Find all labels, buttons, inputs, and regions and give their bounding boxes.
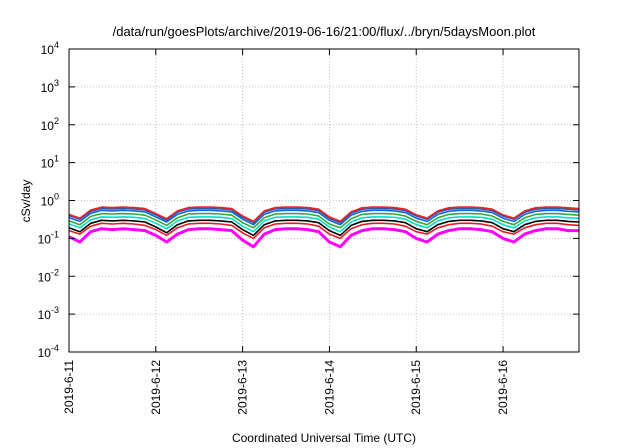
series-line-6 (68, 209, 580, 226)
x-tick-label: 2019-6-14 (322, 360, 336, 415)
x-tick-label: 2019-6-12 (149, 360, 163, 415)
x-tick-label: 2019-6-15 (409, 360, 423, 415)
y-tick-exponent: 0 (54, 192, 59, 202)
x-tick-label: 2019-6-16 (496, 360, 510, 415)
x-axis: 2019-6-11 2019-6-12 2019-6-13 2019-6-14 2019… (62, 49, 510, 415)
series-group (68, 206, 580, 249)
y-tick-exponent: -4 (51, 343, 59, 353)
series-line-2 (68, 222, 580, 240)
y-tick-exponent: -1 (51, 229, 59, 239)
y-tick-exponent: -2 (51, 267, 59, 277)
y-tick-exponent: 3 (54, 78, 59, 88)
x-tick-label: 2019-6-13 (236, 360, 250, 415)
grid (69, 49, 579, 352)
series-line-8 (68, 206, 580, 223)
y-axis-label: cSv/day (19, 180, 33, 223)
series-line-7 (68, 207, 580, 224)
series-line-4 (68, 216, 580, 233)
chart-title: /data/run/goesPlots/archive/2019-06-16/2… (113, 24, 536, 39)
y-tick-exponent: 4 (54, 40, 59, 50)
series-line-1 (68, 227, 579, 249)
x-tick-label: 2019-6-11 (62, 360, 76, 414)
y-tick-exponent: -3 (51, 305, 59, 315)
y-tick-exponent: 1 (54, 154, 59, 164)
series-line-5 (68, 212, 580, 229)
series-line-3 (68, 219, 580, 237)
x-axis-label: Coordinated Universal Time (UTC) (232, 431, 416, 445)
y-tick-exponent: 2 (54, 116, 59, 126)
